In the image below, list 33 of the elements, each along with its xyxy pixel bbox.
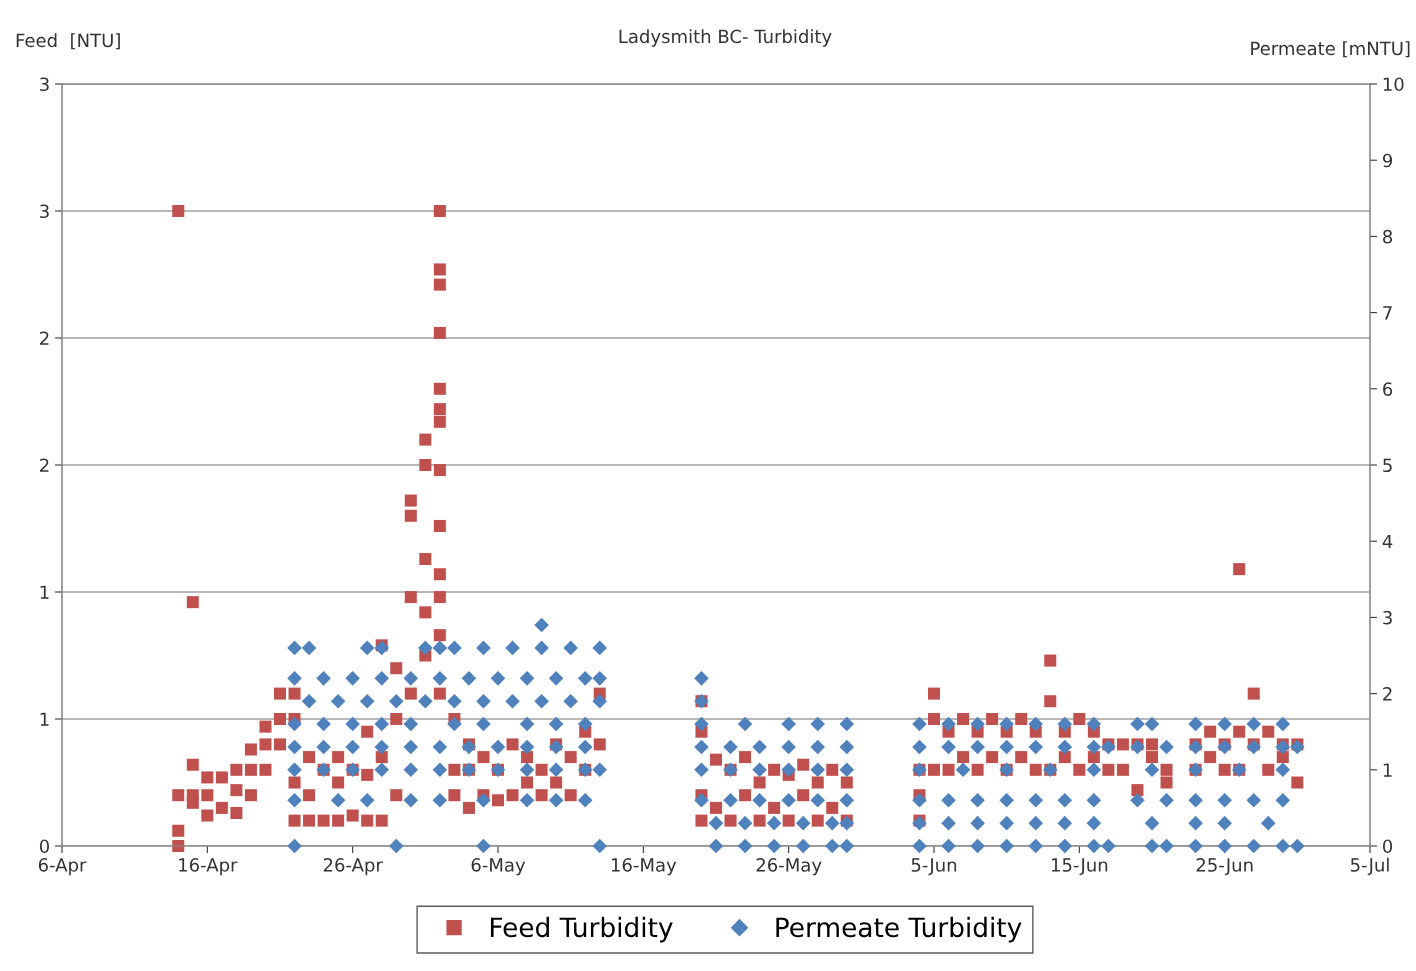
x-tick-label: 15-Jun	[1051, 858, 1108, 876]
y2-tick-label: 0	[1383, 839, 1393, 854]
x-tick-label: 26-Apr	[323, 858, 383, 876]
legend-label: Permeate Turbidity	[776, 916, 1022, 943]
x-tick-label: 6-Apr	[38, 858, 87, 876]
y2-tick-label: 5	[1383, 458, 1392, 473]
y-tick-label: 2	[40, 458, 49, 472]
y-tick-label: 3	[40, 77, 49, 92]
x-tick-label: 6-May	[471, 858, 526, 876]
y2-tick-label: 9	[1382, 153, 1393, 168]
y2-tick-label: 6	[1383, 382, 1393, 396]
y-tick-label: 3	[40, 204, 49, 219]
y2-tick-label: 1	[1383, 763, 1392, 777]
x-tick-label: 16-May	[611, 858, 677, 876]
y2-tick-label: 3	[1383, 610, 1392, 625]
y2-axis-title: Permeate [mNTU]	[1251, 41, 1410, 58]
y2-tick-label: 7	[1383, 306, 1392, 320]
y2-tick-label: 8	[1383, 229, 1393, 244]
x-tick-label: 16-Apr	[179, 858, 238, 876]
y-tick-label: 1	[40, 712, 49, 726]
legend-label: Feed Turbidity	[490, 916, 673, 943]
y-tick-label: 2	[40, 331, 49, 345]
y-tick-label: 0	[39, 839, 49, 854]
y-tick-label: 1	[40, 585, 49, 599]
x-tick-label: 26-May	[756, 858, 822, 876]
x-tick-label: 5-Jun	[911, 858, 957, 876]
y2-tick-label: 10	[1383, 77, 1404, 92]
y2-tick-label: 4	[1382, 534, 1393, 549]
chart-title: Ladysmith BC- Turbidity	[619, 29, 832, 47]
y-axis-title: Feed [NTU]	[16, 33, 120, 50]
x-tick-label: 5-Jul	[1350, 857, 1389, 876]
y2-tick-label: 2	[1383, 687, 1392, 701]
x-tick-label: 25-Jun	[1196, 858, 1253, 876]
